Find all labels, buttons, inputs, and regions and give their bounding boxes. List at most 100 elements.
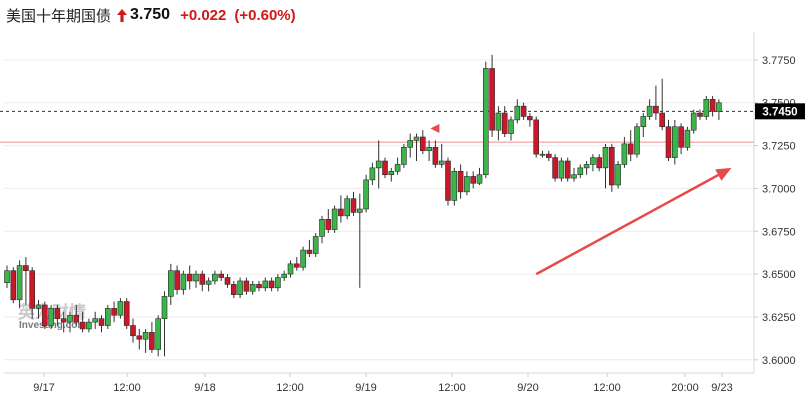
candle-body	[212, 273, 218, 282]
candle	[703, 95, 710, 120]
candle-body	[375, 160, 382, 169]
candle-body	[41, 304, 48, 326]
candle	[375, 140, 382, 189]
candle	[149, 322, 155, 353]
candle-body	[533, 119, 540, 155]
candle-body	[419, 136, 426, 152]
candle-body	[29, 270, 36, 309]
reference-layer	[0, 110, 754, 143]
candle	[98, 315, 105, 333]
candle	[407, 133, 414, 158]
candle-body	[186, 273, 193, 282]
candle-body	[243, 280, 250, 292]
candle-body	[445, 160, 451, 201]
candle	[482, 61, 489, 179]
y-tick-label: 3.7000	[762, 183, 796, 195]
candle	[571, 167, 577, 182]
candle	[514, 99, 521, 124]
candle-body	[508, 119, 514, 134]
candle-body	[514, 105, 521, 121]
candle	[193, 270, 199, 288]
candle	[665, 119, 672, 162]
candle-body	[438, 160, 445, 165]
candle	[319, 215, 325, 244]
candle	[596, 154, 603, 172]
candle	[552, 154, 558, 182]
candle	[312, 232, 319, 257]
candle-body	[325, 218, 332, 230]
candle-body	[218, 273, 224, 278]
candle-body	[709, 99, 716, 112]
candle	[539, 150, 546, 158]
candle-body	[231, 284, 237, 295]
candle	[583, 161, 590, 175]
candle-body	[92, 318, 98, 323]
candle-body	[671, 126, 678, 158]
candle	[495, 106, 502, 141]
candle	[275, 274, 281, 292]
candle	[54, 304, 61, 326]
trend-arrow-line	[535, 173, 719, 276]
candle	[432, 140, 439, 168]
candle-body	[527, 116, 533, 121]
candle-body	[224, 277, 231, 285]
candle	[545, 150, 552, 162]
candle-body	[482, 68, 489, 176]
candle-body	[596, 157, 603, 169]
candle-body	[73, 314, 80, 323]
candle	[369, 162, 376, 185]
candle-body	[54, 308, 61, 319]
candle	[237, 277, 243, 299]
candle-body	[684, 129, 691, 148]
candle	[205, 277, 212, 292]
candle	[60, 311, 67, 333]
candle-body	[249, 284, 256, 292]
candle	[92, 311, 98, 329]
trend-arrow-head	[715, 167, 732, 181]
candle	[325, 208, 332, 233]
candle-body	[653, 105, 659, 114]
candle	[413, 133, 420, 162]
candle	[501, 106, 508, 138]
candle-body	[369, 167, 376, 181]
candle-body	[665, 126, 672, 158]
candle	[67, 311, 73, 333]
candle-body	[564, 160, 571, 179]
candle-body	[331, 208, 338, 230]
candle-body	[577, 167, 584, 176]
candle	[615, 161, 621, 189]
x-tick-label: 9/19	[355, 382, 376, 394]
candle-body	[287, 263, 294, 275]
candle-body	[690, 112, 697, 131]
candle	[394, 157, 401, 175]
candle	[136, 328, 143, 350]
candle	[520, 102, 527, 120]
candle	[388, 167, 395, 182]
candle-body	[703, 99, 710, 117]
candle	[338, 195, 344, 223]
candle	[180, 270, 187, 295]
candle	[476, 167, 483, 185]
y-axis: 3.77503.75003.72503.70003.67503.65003.62…	[753, 32, 805, 373]
candle-body	[67, 314, 73, 323]
candle	[608, 143, 615, 192]
candle-body	[659, 112, 666, 128]
candle-body	[105, 308, 111, 326]
candle-body	[180, 273, 187, 290]
candle-body	[338, 208, 344, 217]
x-tick-label: 9/20	[517, 382, 538, 394]
candle-body	[149, 332, 155, 350]
candle	[130, 318, 136, 343]
candle-body	[401, 147, 407, 165]
price-change: +0.022	[180, 6, 227, 24]
y-tick-label: 3.6250	[762, 312, 796, 324]
candle	[155, 315, 161, 357]
quote-header: 美国十年期国债 3.750 +0.022 (+0.60%)	[0, 0, 809, 30]
candle	[457, 164, 464, 199]
x-tick-label: 12:00	[438, 382, 466, 394]
candle	[73, 304, 80, 326]
candle	[287, 260, 294, 278]
candle-body	[23, 265, 29, 271]
candle	[564, 157, 571, 182]
